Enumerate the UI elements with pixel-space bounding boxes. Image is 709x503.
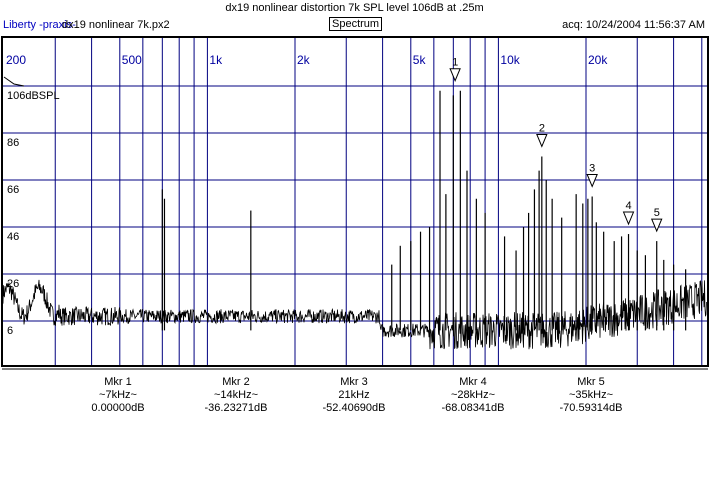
marker-number: 2: [539, 123, 545, 135]
marker-triangle-icon: [449, 68, 461, 82]
marker-freq: ~7kHz~: [99, 389, 137, 401]
x-tick-label: 20k: [588, 53, 608, 67]
chart-title: dx19 nonlinear distortion 7k SPL level 1…: [225, 2, 484, 14]
acquisition-time: acq: 10/24/2004 11:56:37 AM: [562, 19, 705, 31]
mode-button[interactable]: Spectrum: [329, 17, 383, 31]
y-tick-label: 6: [7, 325, 13, 337]
x-tick-label: 10k: [500, 53, 520, 67]
marker-triangle-icon: [586, 173, 598, 188]
marker-triangle-icon: [650, 218, 663, 233]
x-tick-label: 500: [122, 53, 142, 67]
reference-marker: [3, 76, 25, 87]
brand-label: Liberty -praxis-: [3, 19, 76, 31]
marker-value: -52.40690dB: [322, 402, 386, 414]
marker-value: -36.23271dB: [204, 402, 268, 414]
marker-freq: ~14kHz~: [213, 389, 259, 401]
marker-readout-4: Mkr 4 ~28kHz~ -68.08341dB: [418, 376, 528, 415]
y-tick-label: 46: [7, 231, 19, 243]
y-tick-label: 86: [7, 137, 19, 149]
y-tick-label: 106dBSPL: [7, 90, 60, 102]
marker-number: 3: [589, 162, 595, 174]
marker-number: 4: [626, 200, 632, 212]
marker-name: Mkr 4: [459, 376, 487, 388]
marker-freq: 21kHz: [338, 389, 370, 401]
marker-freq: ~35kHz~: [568, 389, 614, 401]
y-tick-label: 66: [7, 184, 19, 196]
plot-border: [1, 36, 709, 367]
marker-name: Mkr 2: [222, 376, 250, 388]
marker-value: -68.08341dB: [441, 402, 505, 414]
marker-readout-1: Mkr 1 ~7kHz~ 0.00000dB: [63, 376, 173, 415]
marker-readout-5: Mkr 5 ~35kHz~ -70.59314dB: [536, 376, 646, 415]
marker-readout-3: Mkr 3 21kHz -52.40690dB: [299, 376, 409, 415]
file-name: dx19 nonlinear 7k.px2: [62, 19, 170, 31]
marker-freq: ~28kHz~: [450, 389, 496, 401]
marker-name: Mkr 1: [104, 376, 132, 388]
marker-readout-2: Mkr 2 ~14kHz~ -36.23271dB: [181, 376, 291, 415]
marker-triangle-icon: [622, 211, 635, 226]
x-tick-label: 5k: [413, 53, 427, 67]
marker-number: 1: [452, 57, 458, 69]
marker-value: 0.00000dB: [91, 402, 145, 414]
marker-number: 5: [654, 207, 660, 219]
marker-triangle-icon: [536, 134, 548, 148]
marker-name: Mkr 3: [340, 376, 368, 388]
marker-value: -70.59314dB: [559, 402, 623, 414]
x-tick-label: 2k: [297, 53, 311, 67]
spectrum-trace: [2, 279, 707, 350]
x-tick-label: 200: [6, 53, 26, 67]
marker-name: Mkr 5: [577, 376, 605, 388]
x-tick-label: 1k: [209, 53, 223, 67]
